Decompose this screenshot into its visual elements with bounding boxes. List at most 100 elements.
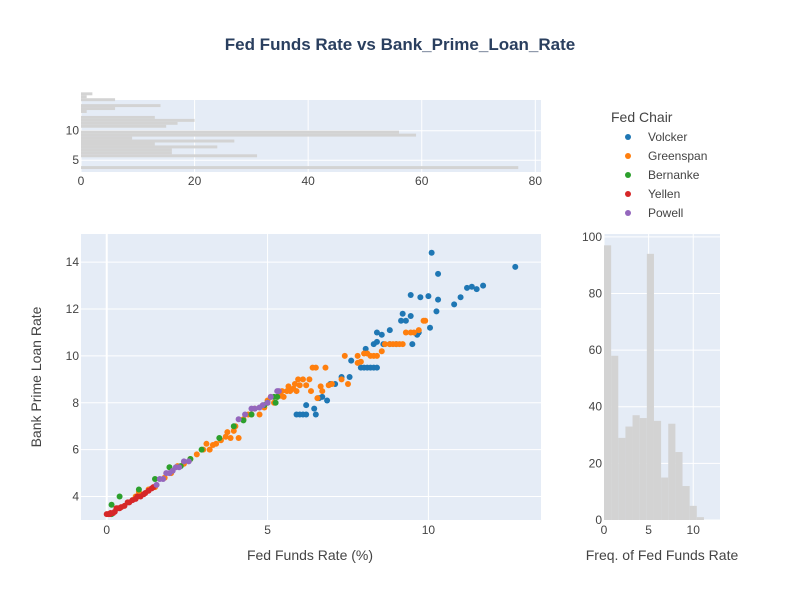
- scatter-point: [160, 475, 167, 482]
- scatter-point: [299, 376, 306, 383]
- scatter-point: [398, 317, 405, 324]
- top-hist-bar: [81, 118, 195, 122]
- y-axis-label: Bank Prime Loan Rate: [28, 306, 44, 447]
- top-hist-bar: [81, 154, 258, 158]
- scatter-point: [267, 393, 274, 400]
- scatter-point: [303, 411, 310, 418]
- y-tick-label: 6: [72, 443, 79, 457]
- chart-title: Fed Funds Rate vs Bank_Prime_Loan_Rate: [225, 35, 576, 54]
- scatter-point: [409, 341, 416, 348]
- top-hist-bar: [81, 124, 167, 128]
- legend-marker: [625, 153, 631, 159]
- right-hist-x-tick-label: 10: [687, 523, 701, 537]
- legend-label: Volcker: [648, 130, 687, 144]
- scatter-point: [230, 427, 237, 434]
- legend-marker: [625, 134, 631, 140]
- scatter-point: [319, 388, 326, 395]
- scatter-point: [346, 374, 353, 380]
- top-hist-bar: [81, 151, 172, 155]
- scatter-point: [227, 434, 234, 441]
- x-tick-label: 0: [103, 523, 110, 537]
- scatter-point: [251, 405, 258, 412]
- scatter-point: [322, 364, 329, 371]
- legend-item-greenspan[interactable]: Greenspan: [625, 149, 707, 163]
- scatter-point: [357, 358, 364, 365]
- top-hist-x-tick-label: 80: [529, 174, 543, 188]
- legend-item-volcker[interactable]: Volcker: [625, 130, 687, 144]
- scatter-point: [291, 381, 298, 388]
- top-hist-bar: [81, 98, 116, 102]
- scatter-point: [180, 458, 187, 465]
- scatter-point: [480, 282, 487, 289]
- legend-label: Powell: [648, 206, 683, 220]
- scatter-point: [235, 416, 242, 423]
- top-hist-x-tick-label: 40: [301, 174, 315, 188]
- scatter-point: [272, 399, 279, 406]
- right-hist-x-tick-label: 5: [645, 523, 652, 537]
- scatter-point: [256, 411, 263, 418]
- scatter-point: [230, 423, 237, 430]
- legend-item-powell[interactable]: Powell: [625, 206, 683, 220]
- scatter-point: [324, 397, 331, 404]
- top-hist-x-tick-label: 0: [78, 174, 85, 188]
- legend[interactable]: Fed Chair Volcker Greenspan Bernanke Yellen…: [611, 109, 707, 220]
- top-hist-bar: [81, 115, 155, 119]
- scatter-point: [224, 429, 231, 436]
- scatter-point: [399, 310, 406, 317]
- scatter-point: [427, 324, 434, 331]
- scatter-point: [373, 338, 380, 345]
- scatter-point: [185, 458, 192, 465]
- right-hist-bar: [639, 418, 647, 520]
- scatter-point: [314, 395, 321, 402]
- main-scatter-plot: 0 5 10 4 6 8 10 12 14: [66, 234, 541, 537]
- scatter-point: [402, 329, 409, 336]
- scatter-point: [242, 411, 249, 418]
- right-hist-bar: [632, 415, 640, 520]
- top-hist-bar: [81, 107, 116, 111]
- top-hist-x-tick-label: 60: [415, 174, 429, 188]
- scatter-point: [338, 376, 345, 383]
- right-hist-y-tick-label: 100: [582, 230, 602, 244]
- scatter-point: [116, 493, 123, 500]
- scatter-point: [303, 382, 310, 389]
- y-tick-label: 10: [66, 349, 80, 363]
- legend-item-bernanke[interactable]: Bernanke: [625, 168, 700, 182]
- scatter-point: [296, 382, 303, 389]
- right-hist-y-tick-label: 60: [589, 343, 603, 357]
- series-powell: [153, 388, 282, 488]
- scatter-point: [285, 383, 292, 390]
- legend-marker: [625, 172, 631, 178]
- scatter-point: [341, 352, 348, 359]
- scatter-point: [213, 440, 220, 447]
- scatter-point: [235, 434, 242, 441]
- top-hist-bar: [81, 104, 161, 108]
- scatter-point: [410, 329, 417, 336]
- right-hist-bar: [661, 477, 669, 520]
- scatter-point: [198, 446, 205, 453]
- scatter-point: [222, 433, 229, 440]
- right-hist-bar: [611, 355, 619, 520]
- legend-label: Bernanke: [648, 168, 700, 182]
- scatter-point: [373, 329, 380, 336]
- top-hist-bar: [81, 142, 155, 146]
- scatter-point: [293, 388, 300, 395]
- right-hist-bar: [653, 420, 662, 520]
- y-tick-label: 14: [66, 255, 80, 269]
- scatter-point: [428, 249, 435, 256]
- legend-title: Fed Chair: [611, 109, 673, 125]
- right-hist-bar: [668, 423, 676, 520]
- right-hist-x-tick-label: 0: [601, 523, 608, 537]
- scatter-point: [464, 284, 471, 291]
- scatter-point: [512, 263, 519, 270]
- scatter-point: [264, 399, 271, 406]
- scatter-point: [433, 308, 440, 315]
- scatter-point: [451, 301, 458, 308]
- top-hist-bar: [81, 110, 87, 113]
- right-hist-y-tick-label: 20: [589, 456, 603, 470]
- y-tick-label: 4: [72, 490, 79, 504]
- scatter-point: [328, 381, 335, 388]
- scatter-point: [317, 383, 324, 390]
- legend-item-yellen[interactable]: Yellen: [625, 187, 680, 201]
- top-hist-y-tick-label: 10: [66, 124, 80, 138]
